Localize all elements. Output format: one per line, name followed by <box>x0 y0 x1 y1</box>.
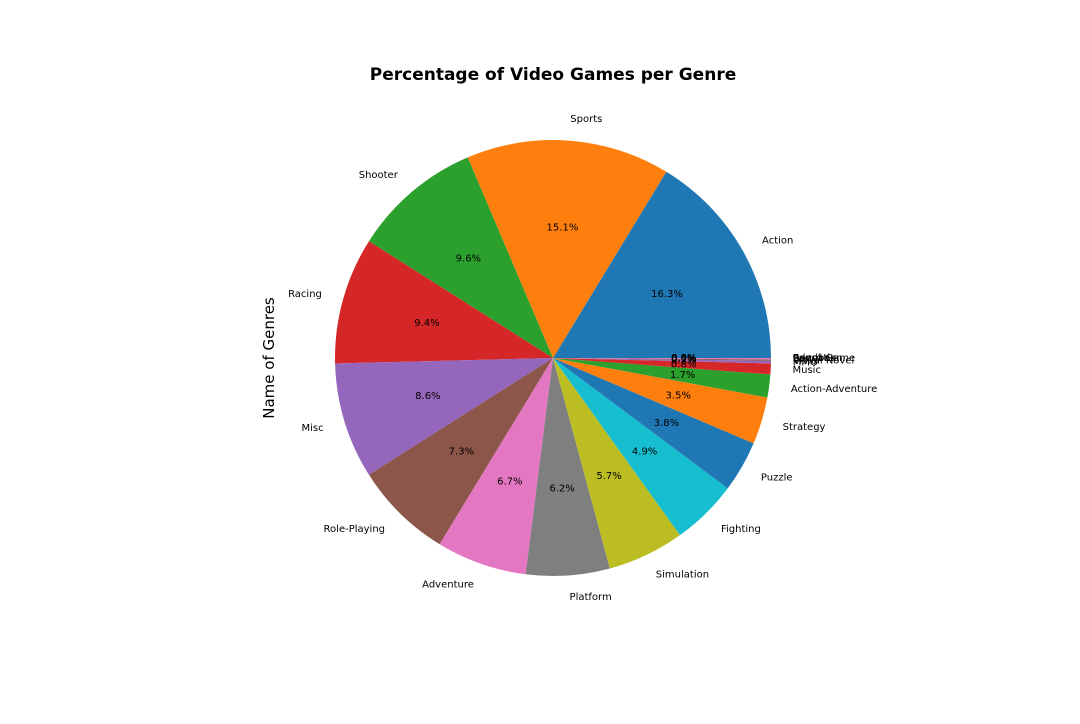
pct-label-action: 16.3% <box>651 289 683 300</box>
pct-label-action-adventure: 1.7% <box>670 370 695 381</box>
slice-label-visual-novel: Visual Novel <box>793 355 854 366</box>
pie-slice-adventure <box>439 358 553 575</box>
slice-label-sports: Sports <box>570 114 602 125</box>
pct-label-education: 0.0% <box>671 353 696 364</box>
pct-label-visual-novel: 0.1% <box>671 354 696 365</box>
slices-layer <box>335 139 771 576</box>
slice-label-education: Education <box>793 353 843 364</box>
pie-slice-puzzle <box>553 358 754 489</box>
pie-slice-racing <box>335 241 553 364</box>
slice-label-platform: Platform <box>570 592 612 603</box>
pie-slice-misc <box>335 358 553 475</box>
slice-label-action-adventure: Action-Adventure <box>791 384 877 395</box>
pct-label-sports: 15.1% <box>547 223 579 234</box>
slice-label-mmo: MMO <box>793 358 818 369</box>
pct-label-fighting: 4.9% <box>632 446 657 457</box>
pct-label-sandbox: 0.0% <box>671 353 696 364</box>
slice-label-music: Music <box>792 365 820 376</box>
pie-slice-sports <box>467 139 667 358</box>
slice-label-board-game: Board Game <box>793 353 855 364</box>
pct-label-role-playing: 7.3% <box>449 446 474 457</box>
pct-label-board-game: 0.0% <box>671 353 696 364</box>
pie-slice-role-playing <box>368 358 553 545</box>
pct-label-mmo: 0.2% <box>671 355 696 366</box>
slice-label-role-playing: Role-Playing <box>324 524 385 535</box>
slice-label-puzzle: Puzzle <box>761 472 793 483</box>
slice-label-sandbox: Sandbox <box>793 353 836 364</box>
pie-slice-action-adventure <box>553 358 771 398</box>
slice-label-action: Action <box>762 236 793 247</box>
pct-label-shooter: 9.6% <box>456 253 481 264</box>
pie-slice-visual-novel <box>553 358 771 361</box>
slice-label-party: Party <box>793 354 819 365</box>
slice-label-fighting: Fighting <box>721 524 761 535</box>
pie-slice-shooter <box>368 157 553 358</box>
pie-slice-action <box>553 171 771 358</box>
slice-label-strategy: Strategy <box>783 422 826 433</box>
pie-slice-party <box>553 358 771 360</box>
pct-label-puzzle: 3.8% <box>654 418 679 429</box>
pct-label-simulation: 5.7% <box>596 471 621 482</box>
pie-slice-mmo <box>553 358 771 364</box>
slice-label-adventure: Adventure <box>422 579 474 590</box>
pct-label-racing: 9.4% <box>414 318 439 329</box>
pct-label-misc: 8.6% <box>415 391 440 402</box>
slice-label-simulation: Simulation <box>656 570 709 581</box>
labels-layer: Action 16.3% Sports 15.1% Shooter 9.6% Racing 9… <box>288 114 877 603</box>
pct-label-strategy: 3.5% <box>666 391 691 402</box>
pie-slice-simulation <box>553 358 681 569</box>
pct-label-music: 0.8% <box>671 360 696 371</box>
pct-label-platform: 6.2% <box>549 483 574 494</box>
pct-label-adventure: 6.7% <box>497 476 522 487</box>
slice-label-racing: Racing <box>288 289 322 300</box>
y-axis-label: Name of Genres <box>260 297 278 419</box>
pie-slice-strategy <box>553 358 768 444</box>
pct-label-party: 0.1% <box>671 353 696 364</box>
slice-label-shooter: Shooter <box>359 170 399 181</box>
pie-slice-fighting <box>553 358 728 536</box>
pie-slice-music <box>553 358 771 375</box>
slice-label-misc: Misc <box>301 423 323 434</box>
pie-slice-platform <box>525 358 610 576</box>
chart-title: Percentage of Video Games per Genre <box>370 65 736 85</box>
